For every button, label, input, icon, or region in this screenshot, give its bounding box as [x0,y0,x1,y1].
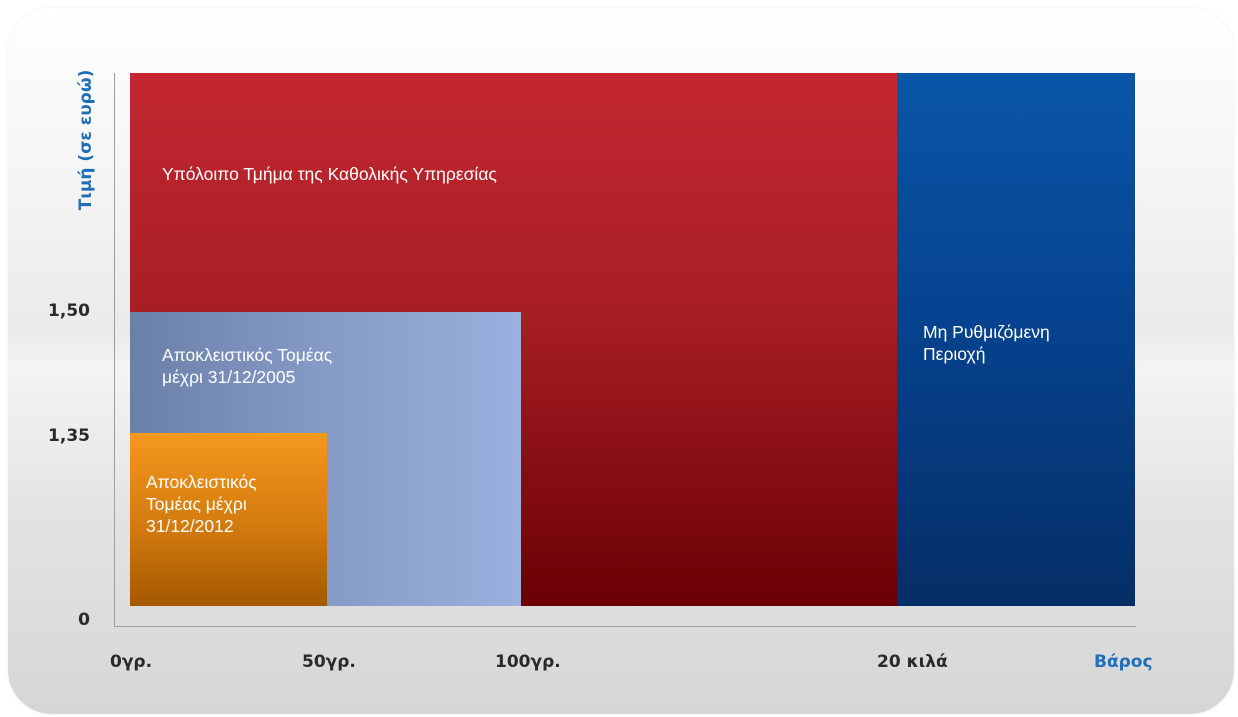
region-exclusive-2005-label: Αποκλειστικός Τομέας μέχρι 31/12/2005 [162,344,332,388]
y-tick-0: 0 [78,610,90,630]
region-exclusive-2005-line-2: μέχρι 31/12/2005 [162,367,296,387]
region-unregulated-line-2: Περιοχή [923,344,986,364]
y-tick-1-35: 1,35 [48,426,90,446]
region-rest-label: Υπόλοιπο Τμήμα της Καθολικής Υπηρεσίας [162,164,497,184]
x-tick-0g: 0γρ. [110,652,153,672]
y-axis-line [114,73,115,626]
y-tick-1-50: 1,50 [48,301,90,321]
region-exclusive-2012-line-3: 31/12/2012 [146,516,234,536]
region-unregulated-line-1: Μη Ρυθμιζόμενη [923,322,1050,342]
region-unregulated: Μη Ρυθμιζόμενη Περιοχή [897,73,1135,606]
x-tick-100g: 100γρ. [495,652,561,672]
region-exclusive-2012-line-1: Αποκλειστικός [146,472,257,492]
x-tick-20kg: 20 κιλά [877,652,948,672]
region-exclusive-2012-label: Αποκλειστικός Τομέας μέχρι 31/12/2012 [146,471,257,537]
region-exclusive-2012: Αποκλειστικός Τομέας μέχρι 31/12/2012 [130,433,327,606]
region-exclusive-2005-line-1: Αποκλειστικός Τομέας [162,345,333,365]
x-axis-line [114,626,1136,627]
region-unregulated-label: Μη Ρυθμιζόμενη Περιοχή [923,321,1050,365]
x-axis-title: Βάρος [1094,652,1153,672]
region-exclusive-2012-line-2: Τομέας μέχρι [146,494,247,514]
y-axis-title: Τιμή (σε ευρώ) [76,69,96,211]
x-tick-50g: 50γρ. [302,652,356,672]
